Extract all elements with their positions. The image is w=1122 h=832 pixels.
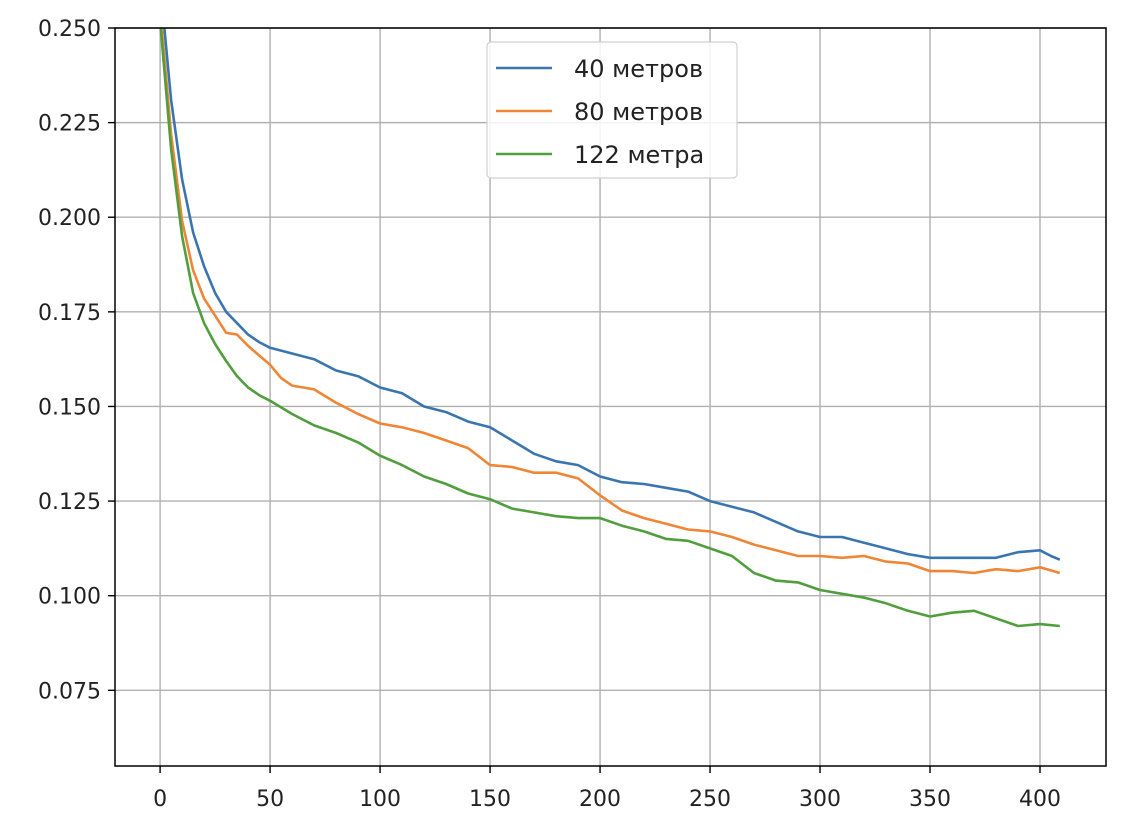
x-tick-label: 0 — [153, 787, 167, 812]
series-line-0 — [163, 28, 1061, 561]
y-tick-label: 0.175 — [38, 301, 101, 326]
x-tick-label: 400 — [1019, 787, 1061, 812]
series-line-2 — [159, 28, 1060, 628]
x-tick-label: 50 — [256, 787, 284, 812]
y-tick-label: 0.150 — [38, 395, 101, 420]
x-tick-label: 150 — [469, 787, 511, 812]
axis-ticks: 0 50 100 150 200 250 300 350 400 0.075 0.100 0.125 0… — [38, 17, 1061, 812]
series-lines — [159, 28, 1061, 628]
y-tick-label: 0.075 — [38, 679, 101, 704]
legend-label: 40 метров — [574, 55, 703, 83]
y-tick-label: 0.225 — [38, 112, 101, 137]
x-tick-label: 250 — [689, 787, 731, 812]
x-tick-label: 100 — [359, 787, 401, 812]
y-tick-label: 0.250 — [38, 17, 101, 42]
legend-label: 80 метров — [574, 98, 703, 126]
legend-box — [486, 41, 738, 179]
series-line-1 — [160, 28, 1061, 575]
x-tick-label: 350 — [909, 787, 951, 812]
x-tick-label: 300 — [799, 787, 841, 812]
y-tick-label: 0.100 — [38, 585, 101, 610]
y-tick-label: 0.200 — [38, 206, 101, 231]
legend-label: 122 метра — [574, 141, 704, 169]
legend: 40 метров 80 метров 122 метра — [486, 41, 738, 179]
plot-frame — [114, 27, 1107, 767]
x-tick-label: 200 — [579, 787, 621, 812]
y-tick-label: 0.125 — [38, 490, 101, 515]
